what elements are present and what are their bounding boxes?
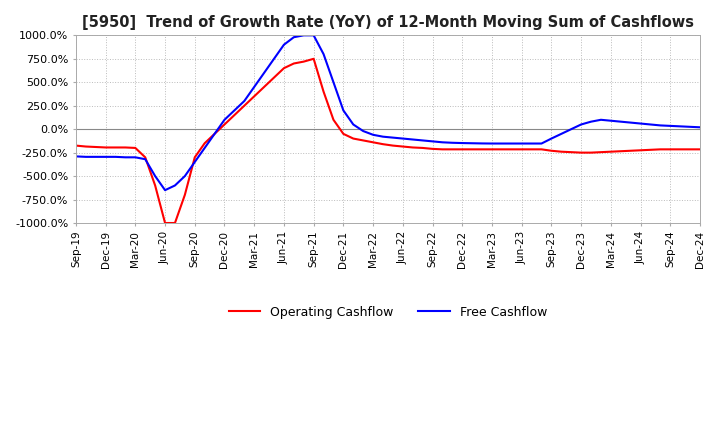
- Operating Cashflow: [310, 56, 318, 62]
- Free Cashflow: [71, 154, 80, 159]
- Free Cashflow: [498, 141, 506, 146]
- Operating Cashflow: [487, 147, 496, 152]
- Operating Cashflow: [71, 143, 80, 148]
- Operating Cashflow: [696, 147, 704, 152]
- Operating Cashflow: [438, 147, 446, 152]
- Free Cashflow: [161, 187, 169, 193]
- Free Cashflow: [696, 125, 704, 130]
- Free Cashflow: [150, 173, 159, 179]
- Free Cashflow: [398, 136, 407, 141]
- Legend: Operating Cashflow, Free Cashflow: Operating Cashflow, Free Cashflow: [224, 301, 552, 323]
- Operating Cashflow: [161, 220, 169, 226]
- Operating Cashflow: [150, 183, 159, 188]
- Free Cashflow: [487, 141, 496, 146]
- Line: Operating Cashflow: Operating Cashflow: [76, 59, 700, 223]
- Title: [5950]  Trend of Growth Rate (YoY) of 12-Month Moving Sum of Cashflows: [5950] Trend of Growth Rate (YoY) of 12-…: [82, 15, 694, 30]
- Operating Cashflow: [498, 147, 506, 152]
- Line: Free Cashflow: Free Cashflow: [76, 35, 700, 190]
- Operating Cashflow: [398, 144, 407, 149]
- Free Cashflow: [300, 33, 308, 38]
- Free Cashflow: [438, 139, 446, 145]
- Free Cashflow: [349, 122, 358, 127]
- Operating Cashflow: [349, 136, 358, 141]
